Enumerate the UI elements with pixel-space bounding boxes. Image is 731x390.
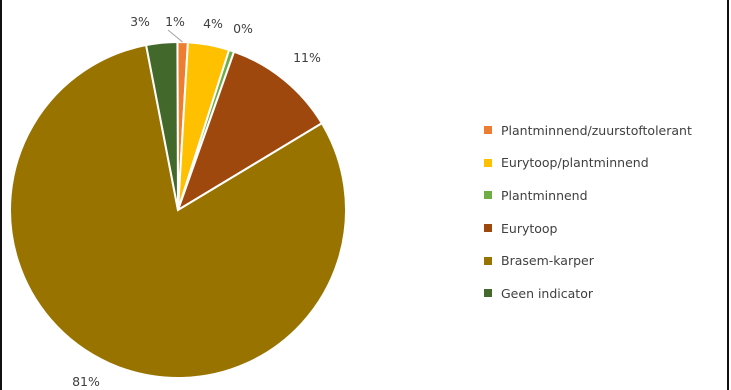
legend-swatch xyxy=(484,191,492,200)
legend-item-eurytoop-plantminnend: Eurytoop/plantminnend xyxy=(484,147,692,180)
legend-item-plantminnend: Plantminnend xyxy=(484,179,692,212)
data-label-eurytoop-plantminnend: 4% xyxy=(203,16,223,31)
legend-item-plantminnend-zuurstoftolerant: Plantminnend/zuurstoftolerant xyxy=(484,114,692,147)
data-label-brasem-karper: 81% xyxy=(72,374,100,387)
data-label-plantminnend-zuurstoftolerant: 1% xyxy=(165,14,185,29)
legend-item-geen-indicator: Geen indicator xyxy=(484,277,692,310)
legend-swatch xyxy=(484,289,492,298)
legend-item-eurytoop: Eurytoop xyxy=(484,212,692,245)
legend-swatch xyxy=(484,126,492,135)
legend-label: Brasem-karper xyxy=(501,253,594,269)
legend-label: Eurytoop xyxy=(501,220,558,236)
data-label-eurytoop: 11% xyxy=(293,50,321,65)
pie-slice-geen-indicator xyxy=(144,40,179,211)
legend-label: Plantminnend xyxy=(501,187,588,203)
pie-slice-brasem-karper xyxy=(9,43,347,379)
data-labels: 1% 4% 0% 11% 81% 3% xyxy=(72,14,321,387)
data-label-plantminnend: 0% xyxy=(233,21,253,36)
pie-slices xyxy=(9,40,347,379)
pie-slice-eurytoop xyxy=(176,50,324,213)
legend-label: Plantminnend/zuurstoftolerant xyxy=(501,122,692,138)
legend-swatch xyxy=(484,256,492,265)
legend-swatch xyxy=(484,224,492,233)
legend-label: Eurytoop/plantminnend xyxy=(501,155,649,171)
legend: Plantminnend/zuurstoftolerant Eurytoop/p… xyxy=(484,114,692,310)
leader-line xyxy=(167,29,183,43)
data-label-geen-indicator: 3% xyxy=(130,14,150,29)
legend-item-brasem-karper: Brasem-karper xyxy=(484,244,692,277)
legend-swatch xyxy=(484,158,492,167)
legend-label: Geen indicator xyxy=(501,285,593,301)
